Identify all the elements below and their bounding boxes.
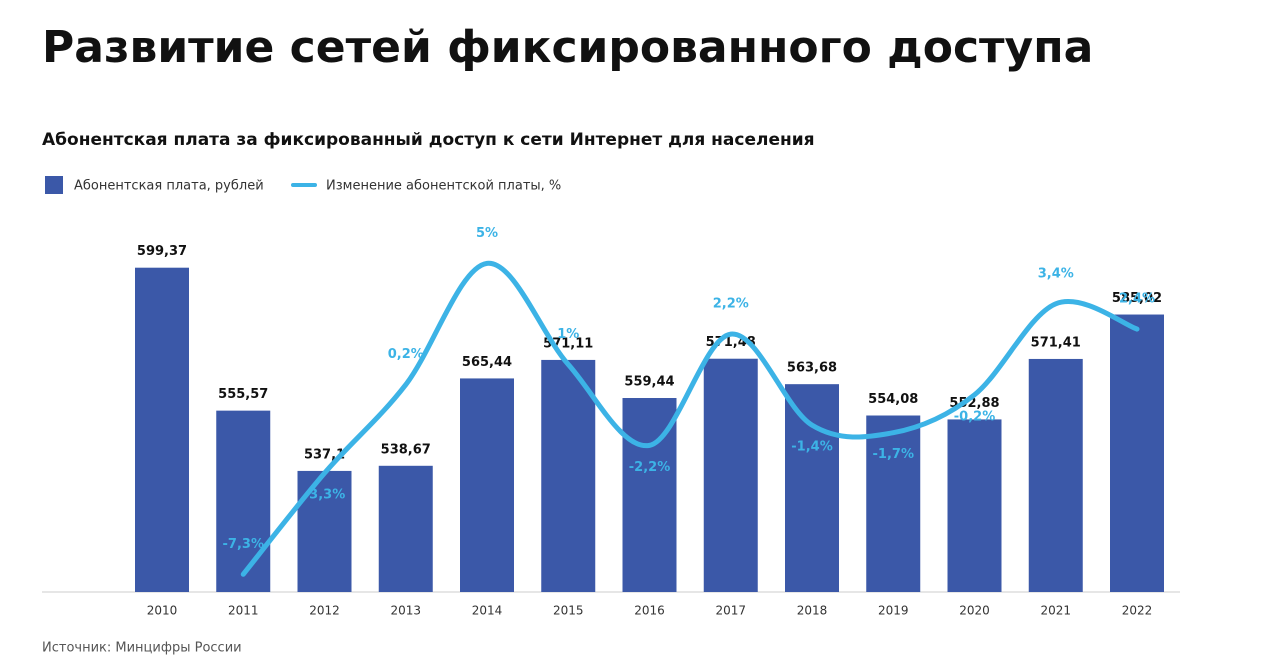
chart-title: Развитие сетей фиксированного доступа xyxy=(42,22,1093,73)
chart-subtitle: Абонентская плата за фиксированный досту… xyxy=(42,130,815,150)
bar xyxy=(1110,314,1164,592)
x-tick-label: 2020 xyxy=(959,604,990,618)
line xyxy=(240,260,1140,577)
bar xyxy=(216,410,271,592)
x-tick-label: 2010 xyxy=(147,604,178,618)
line-value-label: -1,7% xyxy=(873,447,914,462)
x-tick-label: 2015 xyxy=(553,604,584,618)
bar-value-label: 559,44 xyxy=(624,375,674,390)
x-tick-label: 2012 xyxy=(309,604,340,618)
bar xyxy=(785,384,839,592)
line-value-label: 0,2% xyxy=(388,347,424,362)
line-value-label: -0,2% xyxy=(954,409,995,424)
bar xyxy=(460,378,514,592)
bar xyxy=(947,419,1002,592)
bar-value-label: 599,37 xyxy=(137,244,187,259)
bar-value-label: 585,02 xyxy=(1112,291,1162,306)
line-value-label: 3,4% xyxy=(1038,266,1074,281)
bar-value-label: 538,67 xyxy=(381,442,431,457)
bar xyxy=(378,465,433,592)
bar-value-label: 565,44 xyxy=(462,355,512,370)
bar-value-label: 571,41 xyxy=(1031,335,1081,350)
x-tick-label: 2011 xyxy=(228,604,259,618)
x-tick-label: 2019 xyxy=(878,604,909,618)
bar xyxy=(135,267,189,592)
x-tick-label: 2018 xyxy=(797,604,828,618)
x-tick-label: 2017 xyxy=(715,604,746,618)
bar-value-label: 552,88 xyxy=(949,396,999,411)
bar xyxy=(1028,358,1083,592)
bar xyxy=(866,415,921,592)
line-value-label: 1% xyxy=(557,327,579,342)
x-tick-label: 2021 xyxy=(1040,604,1071,618)
line-value-label: -2,2% xyxy=(629,460,670,475)
x-tick-label: 2022 xyxy=(1122,604,1153,618)
x-tick-label: 2013 xyxy=(390,604,421,618)
bar xyxy=(703,358,758,592)
x-tick-label: 2016 xyxy=(634,604,665,618)
line-value-label: -1,4% xyxy=(791,440,832,455)
line-value-label: -7,3% xyxy=(223,537,264,552)
line-value-label: 5% xyxy=(476,226,498,241)
bar-value-label: 554,08 xyxy=(868,392,918,407)
line-value-label: -3,3% xyxy=(304,488,345,503)
legend-label: Абонентская плата, рублей xyxy=(74,179,264,194)
source: Источник: Минцифры России xyxy=(42,641,242,656)
bar xyxy=(541,359,596,592)
bar-value-label: 555,57 xyxy=(218,387,268,402)
line-value-label: 2,4% xyxy=(1119,292,1155,307)
line-value-label: 2,2% xyxy=(713,297,749,312)
legend-label: Изменение абонентской платы, % xyxy=(326,179,561,194)
x-tick-label: 2014 xyxy=(472,604,503,618)
legend-swatch xyxy=(45,176,63,194)
bar-value-label: 563,68 xyxy=(787,361,837,376)
